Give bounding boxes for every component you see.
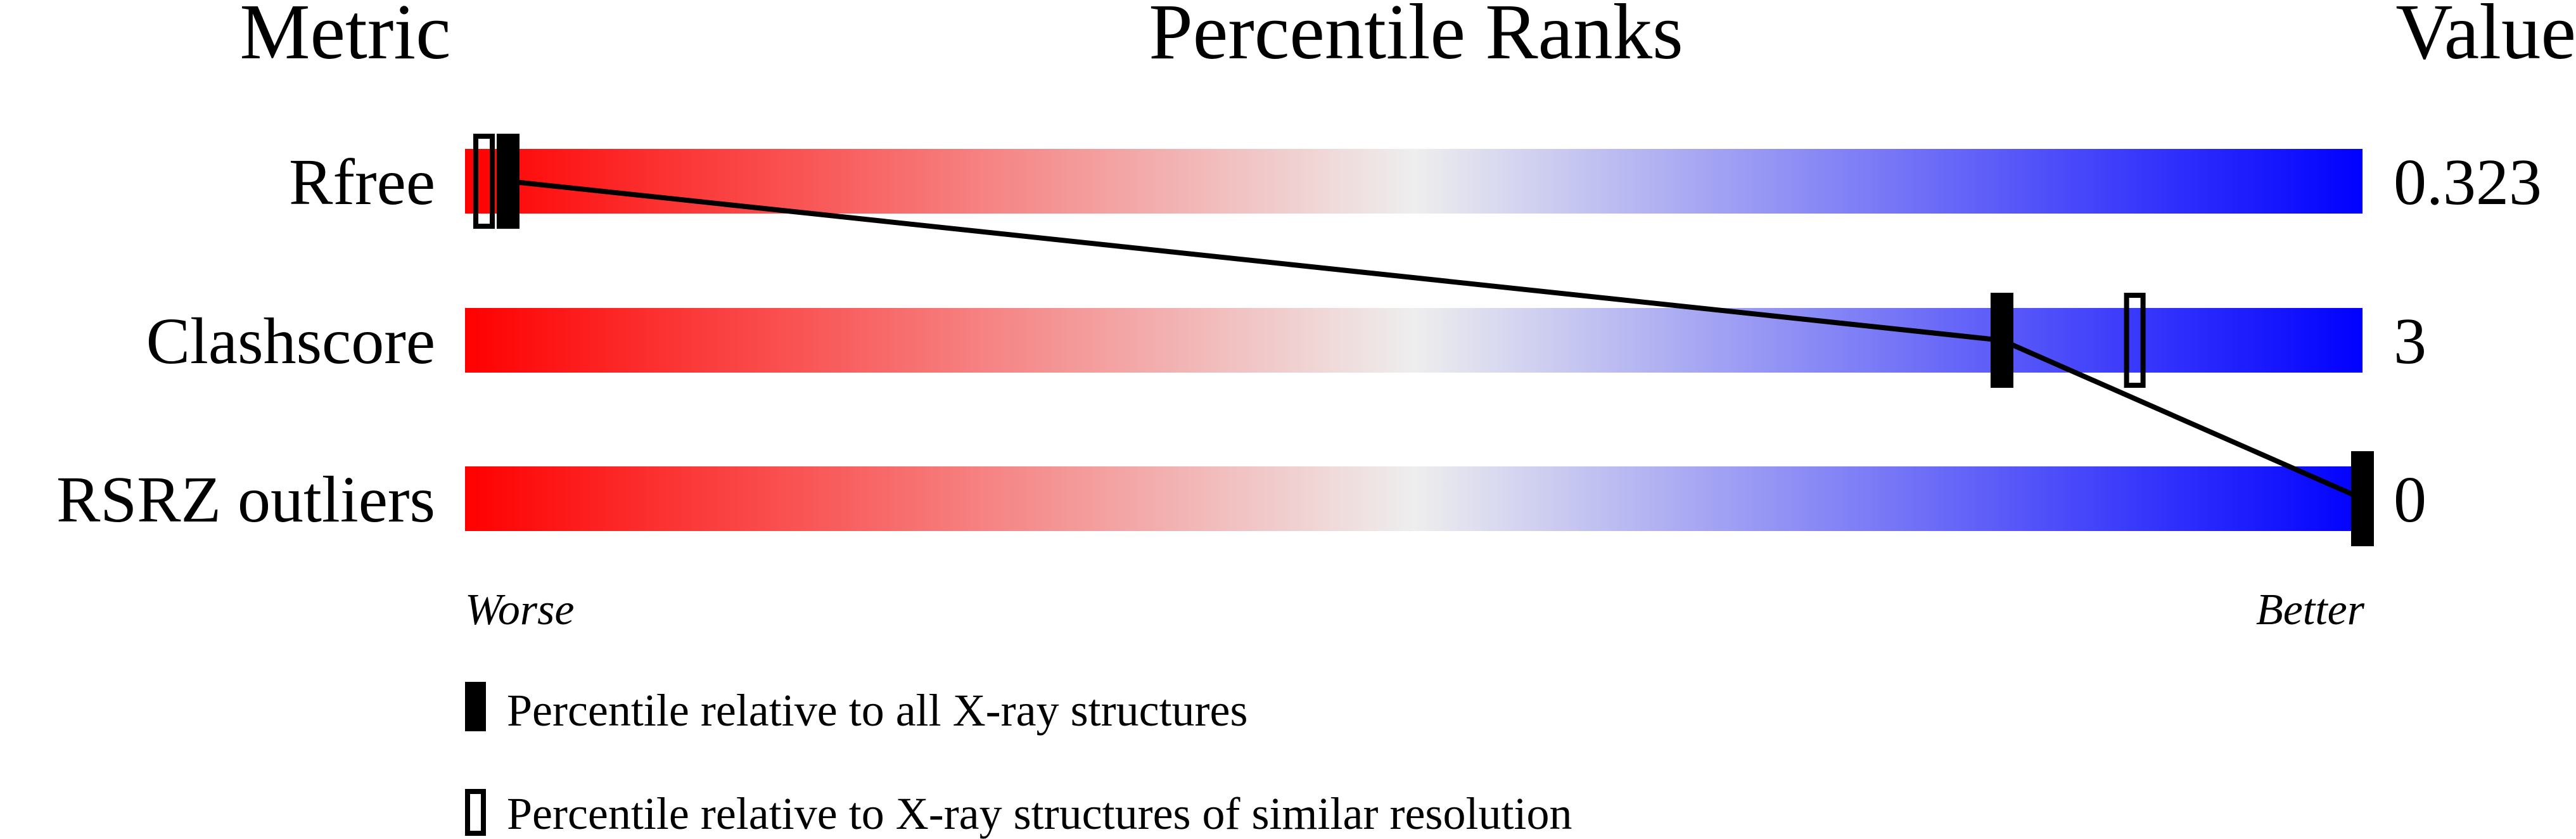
metric-label: Rfree (289, 146, 435, 219)
legend-marker-all (465, 682, 486, 731)
marker-all-structures (1990, 293, 2013, 388)
marker-similar-resolution (473, 134, 495, 229)
legend-label-all: Percentile relative to all X-ray structu… (507, 685, 1248, 736)
metric-value: 0 (2394, 463, 2426, 536)
marker-all-structures (2351, 451, 2374, 546)
metric-value: 3 (2394, 305, 2426, 378)
header-value: Value (2395, 0, 2576, 76)
percentile-bar (465, 308, 2362, 373)
worse-label: Worse (465, 586, 574, 634)
percentile-bar (465, 466, 2362, 531)
header-metric: Metric (239, 0, 450, 76)
better-label: Better (2256, 586, 2365, 634)
metric-value: 0.323 (2394, 146, 2542, 219)
marker-all-structures (497, 134, 520, 229)
legend-label-similar: Percentile relative to X-ray structures … (507, 788, 1572, 839)
percentile-bar (465, 149, 2362, 214)
metric-label: Clashscore (146, 305, 435, 378)
header-percentile-ranks: Percentile Ranks (1149, 0, 1683, 76)
marker-similar-resolution (2124, 293, 2146, 388)
metric-label: RSRZ outliers (56, 463, 435, 536)
legend-marker-similar (465, 789, 486, 836)
